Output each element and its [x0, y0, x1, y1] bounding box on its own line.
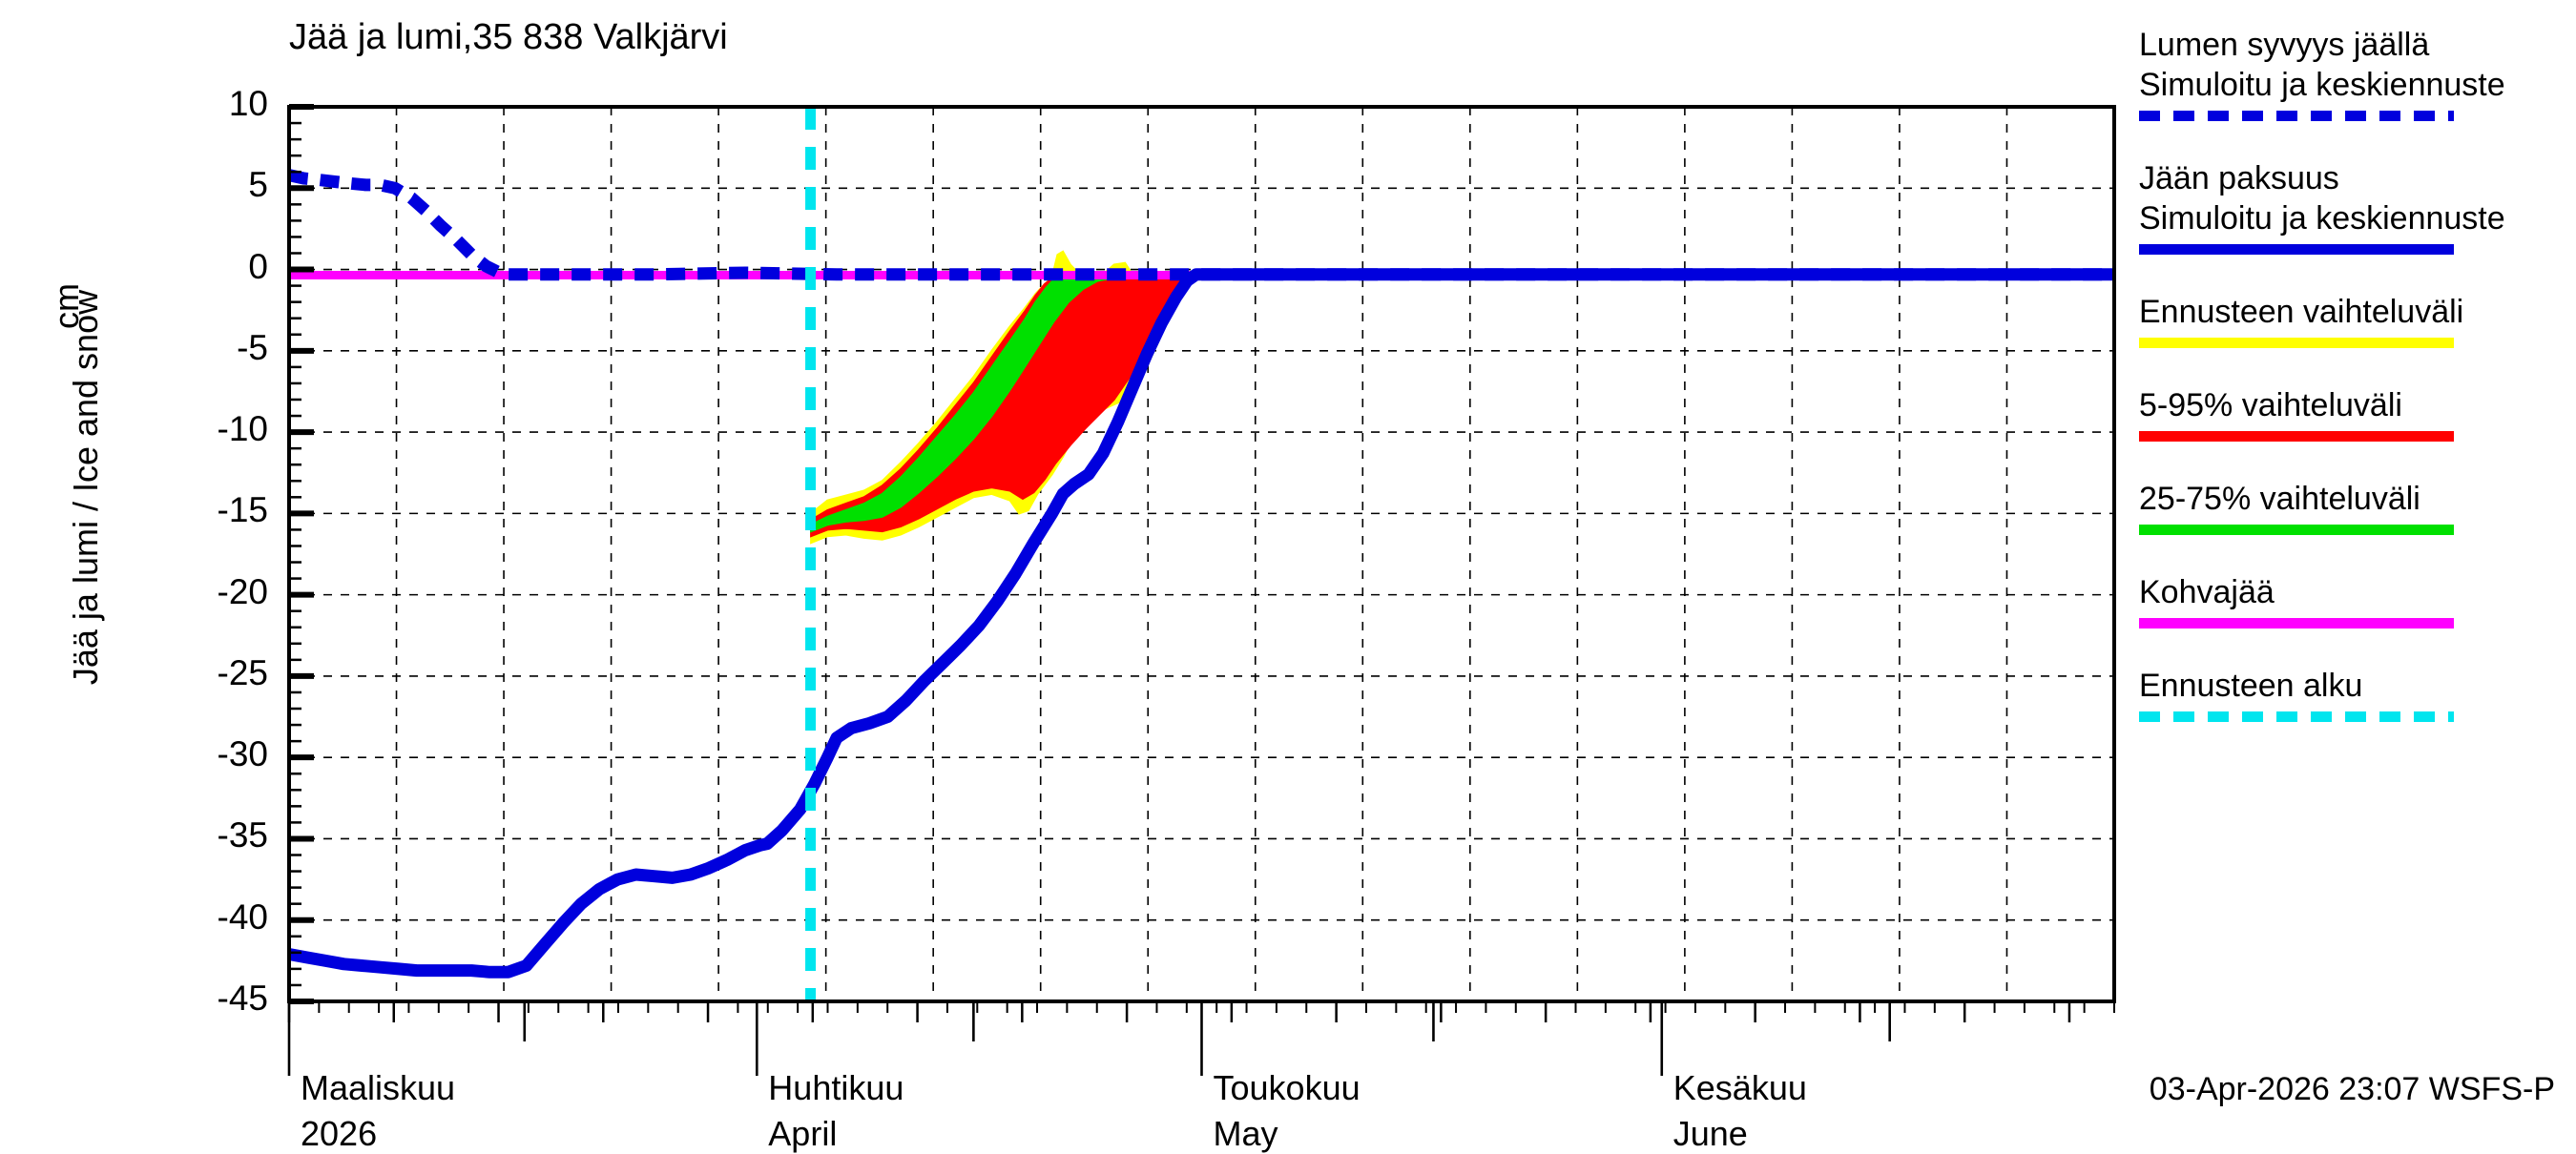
y-tick-label: -35 — [217, 815, 268, 855]
legend-swatch — [2139, 431, 2454, 442]
x-tick-label-month: Maaliskuu — [301, 1068, 456, 1107]
y-tick-label: -30 — [217, 734, 268, 774]
series-layer — [287, 169, 2114, 979]
y-tick-label: -10 — [217, 409, 268, 449]
grid-layer — [289, 107, 2114, 1001]
y-tick-label: -15 — [217, 490, 268, 530]
axis-layer — [287, 104, 2116, 1076]
x-tick-label-sub: May — [1213, 1114, 1278, 1153]
legend-item-title: 5-95% vaihteluväli — [2139, 387, 2402, 423]
legend-swatch — [2139, 244, 2454, 255]
y-axis-unit-text: cm — [47, 283, 86, 329]
legend-swatch — [2139, 618, 2454, 629]
legend-swatch — [2139, 338, 2454, 348]
x-tick-label-month: Huhtikuu — [768, 1068, 904, 1107]
legend-item-title: Kohvajää — [2139, 574, 2275, 610]
legend-item-subtitle: Simuloitu ja keskiennuste — [2139, 200, 2505, 237]
x-tick-label-sub: June — [1672, 1114, 1748, 1153]
legend-item-title: Ennusteen alku — [2139, 668, 2363, 704]
legend-swatch — [2139, 711, 2454, 722]
y-tick-label: -40 — [217, 896, 268, 937]
x-tick-label-month: Kesäkuu — [1672, 1068, 1807, 1107]
x-tick-label-month: Toukokuu — [1213, 1068, 1361, 1107]
legend-swatch — [2139, 525, 2454, 535]
y-tick-label: -45 — [217, 979, 268, 1018]
legend-item-title: Lumen syvyys jäällä — [2139, 27, 2430, 63]
y-tick-label: 5 — [248, 165, 268, 205]
legend-item-subtitle: Simuloitu ja keskiennuste — [2139, 67, 2505, 103]
legend-item-title: 25-75% vaihteluväli — [2139, 481, 2420, 517]
y-tick-label: -5 — [237, 327, 268, 367]
y-tick-label: 10 — [228, 84, 268, 123]
legend-swatch — [2139, 111, 2454, 121]
x-tick-label-sub: 2026 — [301, 1114, 378, 1153]
legend-item-title: Ennusteen vaihteluväli — [2139, 294, 2464, 330]
chart-title: Jää ja lumi,35 838 Valkjärvi — [289, 17, 728, 57]
y-tick-label: 0 — [248, 246, 268, 286]
x-tick-label-sub: April — [768, 1114, 838, 1153]
y-tick-label: -25 — [217, 652, 268, 692]
y-axis-unit: cm — [47, 182, 87, 430]
y-tick-label: -20 — [217, 571, 268, 611]
footer-timestamp: 03-Apr-2026 23:07 WSFS-P — [2149, 1071, 2555, 1107]
legend-item-title: Jään paksuus — [2139, 160, 2339, 196]
